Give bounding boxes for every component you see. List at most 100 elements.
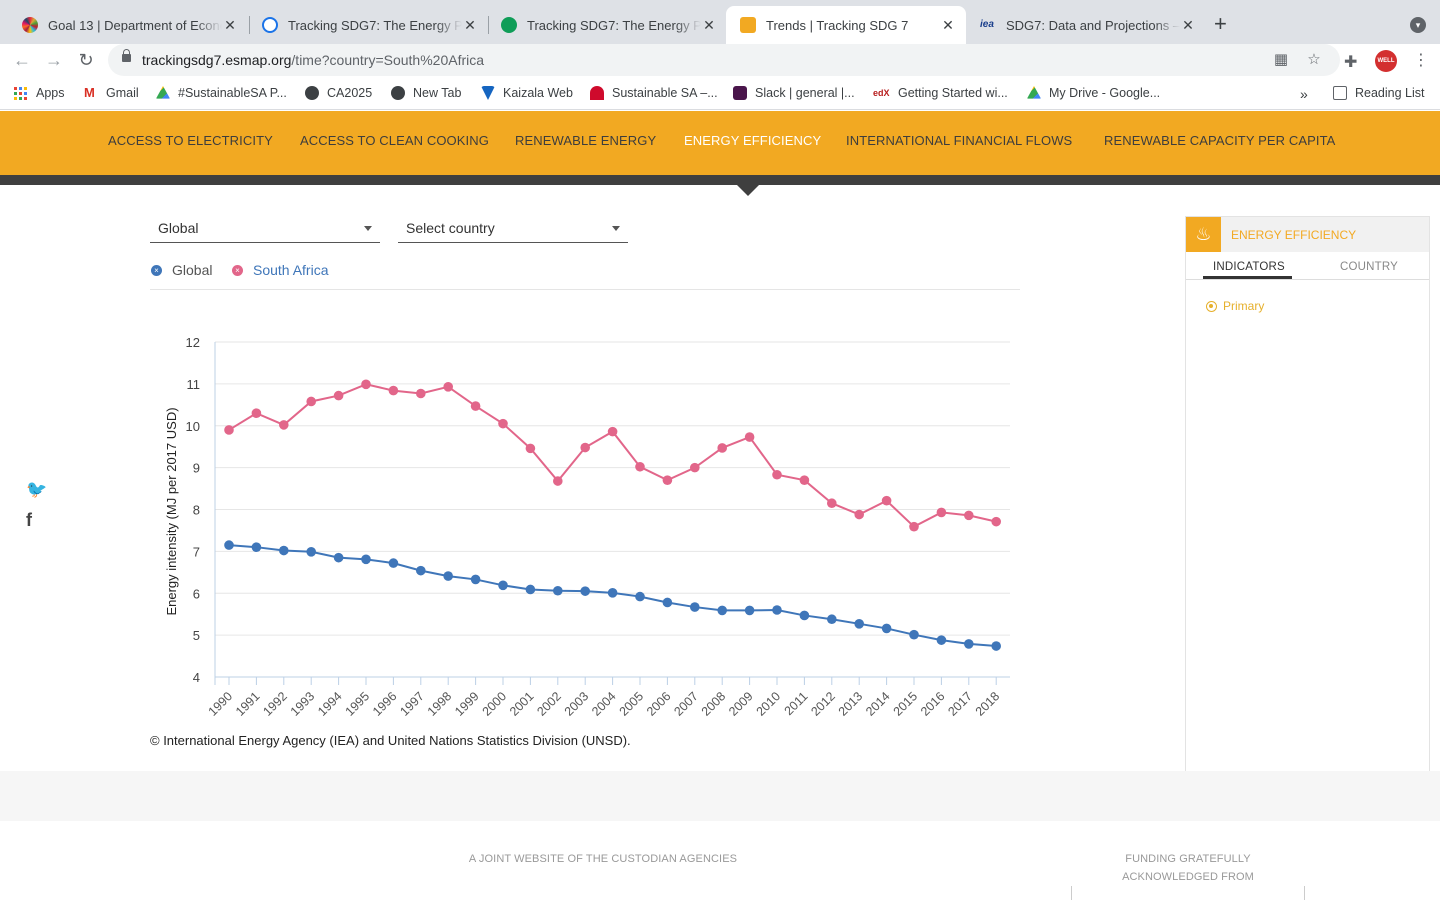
tab-title: Tracking SDG7: The Energy Progress Repor… <box>527 17 701 33</box>
address-bar[interactable]: trackingsdg7.esmap.org/time?country=Sout… <box>108 44 1340 76</box>
bookmark-label: Getting Started wi... <box>898 86 1008 100</box>
close-tab-icon[interactable]: ✕ <box>942 16 954 33</box>
data-point <box>909 629 919 640</box>
back-button[interactable]: ← <box>13 50 31 70</box>
browser-tab-trends[interactable]: Trends | Tracking SDG 7 ✕ <box>726 6 966 44</box>
bookmark-label: CA2025 <box>327 86 373 100</box>
data-point <box>361 379 371 390</box>
tab-divider <box>1186 279 1429 280</box>
footer-funding-line1: FUNDING GRATEFULLY <box>1125 853 1251 865</box>
data-point <box>909 521 919 532</box>
data-point <box>498 418 508 429</box>
legend-item-global[interactable]: × Global <box>151 262 212 278</box>
close-tab-icon[interactable]: ✕ <box>703 16 715 33</box>
panel-header: ♨ ENERGY EFFICIENCY <box>1186 217 1429 252</box>
close-tab-icon[interactable]: ✕ <box>224 16 236 33</box>
bookmark-gmail[interactable]: M Gmail <box>84 85 139 101</box>
nav-energy-efficiency[interactable]: ENERGY EFFICIENCY <box>684 133 822 148</box>
active-nav-caret <box>736 184 760 196</box>
bookmark-ca2025[interactable]: CA2025 <box>305 86 372 100</box>
data-point <box>306 396 317 407</box>
indicator-primary-label[interactable]: Primary <box>1223 299 1265 313</box>
slack-icon <box>733 86 747 100</box>
bookmark-new-tab[interactable]: New Tab <box>391 86 461 100</box>
forward-button[interactable]: → <box>45 50 63 70</box>
browser-tab-iea[interactable]: iea SDG7: Data and Projections – Analysi… <box>966 6 1206 44</box>
x-tick-label: 1991 <box>233 689 263 719</box>
browser-tab-tracking-1[interactable]: Tracking SDG7: The Energy Progress Repor… <box>248 6 488 44</box>
region-select[interactable]: Global <box>150 213 380 243</box>
tab-divider <box>488 16 489 34</box>
x-tick-label: 2003 <box>562 689 592 719</box>
x-tick-label: 1996 <box>370 689 400 719</box>
qr-code-icon[interactable]: ▦ <box>1273 51 1289 68</box>
nav-renewable-energy[interactable]: RENEWABLE ENERGY <box>515 133 657 148</box>
close-tab-icon[interactable]: ✕ <box>1182 16 1194 33</box>
data-point <box>799 475 810 485</box>
gmail-icon: M <box>84 85 95 100</box>
nav-access-to-electricity[interactable]: ACCESS TO ELECTRICITY <box>108 133 273 148</box>
reload-button[interactable]: ↻ <box>78 50 94 70</box>
tab-indicators[interactable]: INDICATORS <box>1213 261 1285 273</box>
bookmark-sustainable-sa[interactable]: Sustainable SA –... <box>590 86 718 100</box>
bookmark-kaizala[interactable]: Kaizala Web <box>481 86 573 100</box>
data-point <box>306 546 317 557</box>
footer-funding-line2: ACKNOWLEDGED FROM <box>1122 871 1254 883</box>
bookmark-star-icon[interactable]: ☆ <box>1307 51 1321 68</box>
bookmark-sustainablesa[interactable]: #SustainableSA P... <box>156 86 287 100</box>
bookmark-apps[interactable]: Apps <box>14 86 65 100</box>
nav-international-financial-flows[interactable]: INTERNATIONAL FINANCIAL FLOWS <box>846 133 1073 148</box>
data-point <box>333 552 344 563</box>
country-select[interactable]: Select country <box>398 213 628 243</box>
browser-menu-icon[interactable]: ⋮ <box>1413 52 1429 69</box>
nav-access-to-clean-cooking[interactable]: ACCESS TO CLEAN COOKING <box>300 133 489 148</box>
close-tab-icon[interactable]: ✕ <box>464 16 476 33</box>
bookmark-slack[interactable]: Slack | general |... <box>733 86 855 100</box>
x-tick-label: 1993 <box>288 689 318 719</box>
browser-tab-tracking-2[interactable]: Tracking SDG7: The Energy Progress Repor… <box>487 6 727 44</box>
tab-country[interactable]: COUNTRY <box>1340 261 1399 273</box>
data-point <box>607 588 618 598</box>
data-point <box>662 597 673 608</box>
remove-series-icon[interactable]: × <box>151 264 162 276</box>
footer-band <box>0 771 1440 821</box>
africa-map-icon <box>501 17 517 33</box>
nav-renewable-capacity-per-capita[interactable]: RENEWABLE CAPACITY PER CAPITA <box>1104 133 1336 148</box>
bookmarks-overflow-button[interactable]: » <box>1300 86 1308 102</box>
remove-series-icon[interactable]: × <box>232 264 243 276</box>
browser-tab-goal13[interactable]: Goal 13 | Department of Economic Develop… <box>8 6 248 44</box>
twitter-icon[interactable]: 🐦 <box>26 480 48 499</box>
data-point <box>224 425 234 435</box>
iea-logo-icon: iea <box>980 19 994 30</box>
indicator-primary-radio[interactable] <box>1206 301 1217 312</box>
extensions-puzzle-icon[interactable]: ✚ <box>1344 54 1358 71</box>
data-point <box>854 509 864 520</box>
reading-list-button[interactable]: Reading List <box>1333 86 1425 100</box>
globe-icon <box>262 17 278 33</box>
data-point <box>635 461 645 472</box>
bookmark-edx[interactable]: edX Getting Started wi... <box>873 86 1008 100</box>
data-point <box>881 495 892 506</box>
data-point <box>635 591 645 602</box>
new-tab-button[interactable]: + <box>1214 11 1227 36</box>
footer-agencies-heading: A JOINT WEBSITE OF THE CUSTODIAN AGENCIE… <box>468 853 738 865</box>
data-point <box>443 571 454 581</box>
tab-title: SDG7: Data and Projections – Analysis <box>1006 17 1180 33</box>
tab-search-icon[interactable]: ▾ <box>1410 17 1426 33</box>
data-point <box>964 639 974 649</box>
x-tick-label: 2010 <box>754 689 784 719</box>
legend-item-south-africa[interactable]: × South Africa <box>232 262 329 278</box>
data-point <box>690 602 700 612</box>
x-tick-label: 1995 <box>343 689 373 719</box>
profile-avatar[interactable]: WELL <box>1375 50 1397 72</box>
bookmark-label: My Drive - Google... <box>1049 86 1161 100</box>
x-tick-label: 2002 <box>534 689 564 719</box>
data-point <box>279 420 289 430</box>
data-point <box>881 623 892 634</box>
facebook-icon[interactable]: f <box>26 510 32 530</box>
bookmark-my-drive[interactable]: My Drive - Google... <box>1027 86 1160 100</box>
edx-icon: edX <box>873 88 890 98</box>
flame-icon: ♨ <box>1186 217 1221 252</box>
data-point <box>251 542 262 552</box>
data-point <box>361 554 371 565</box>
